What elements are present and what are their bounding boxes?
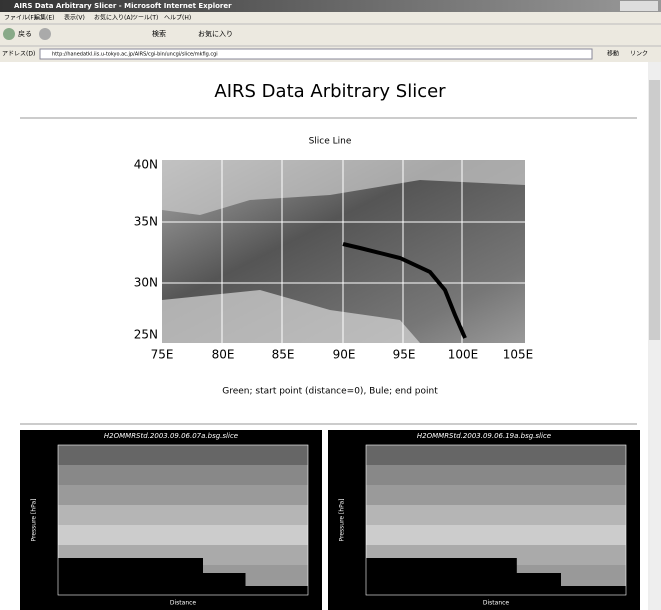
plot-band [58, 445, 308, 466]
lon-label: 100E [448, 348, 479, 362]
plots: H2OMMRStd.2003.09.06.07a.bsg.slice Pressu… [20, 430, 640, 610]
screen: AIRS Data Arbitrary Slicer - Microsoft I… [0, 0, 661, 610]
lon-label: 80E [212, 348, 235, 362]
map-caption: Green; start point (distance=0), Bule; e… [222, 387, 438, 397]
go-button[interactable]: 移動 [607, 50, 619, 58]
window-title: AIRS Data Arbitrary Slicer - Microsoft I… [14, 2, 232, 10]
plot-x-label: Distance [170, 600, 197, 607]
plot-y-label: Pressure [hPa] [339, 498, 346, 541]
menu-item[interactable]: 編集(E) [34, 14, 54, 22]
menu-item[interactable]: ファイル(F) [4, 15, 36, 22]
plot-band [366, 505, 626, 526]
menu-item[interactable]: ヘルプ(H) [164, 15, 191, 22]
lat-label: 35N [134, 215, 158, 229]
address-url[interactable]: http://hanedatkl.iis.u-tokyo.ac.jp/AIRS/… [52, 52, 218, 58]
links-button[interactable]: リンク [630, 51, 648, 58]
plot-band [366, 445, 626, 466]
plot-band [58, 505, 308, 526]
forward-icon[interactable] [39, 28, 51, 40]
window-buttons[interactable] [620, 1, 658, 11]
body: AIRS Data Arbitrary Slicer - Microsoft I… [0, 0, 661, 610]
lon-label: 90E [333, 348, 356, 362]
plot-band [366, 485, 626, 506]
menu-item[interactable]: お気に入り(A) [94, 14, 133, 22]
plot-band [366, 525, 626, 546]
address-label: アドレス(D) [2, 51, 35, 58]
plot-band [58, 525, 308, 546]
page-title: AIRS Data Arbitrary Slicer [214, 81, 446, 102]
lon-label: 95E [393, 348, 416, 362]
page: {"window": {"title": "AIRS Data Arbitrar… [0, 0, 661, 610]
lat-label: 40N [134, 158, 158, 172]
lon-label: 75E [151, 348, 174, 362]
plot-band [366, 465, 626, 486]
scroll-thumb[interactable] [649, 80, 660, 340]
map-title: Slice Line [309, 137, 352, 147]
menu-item[interactable]: ツール(T) [132, 15, 158, 22]
plot-x-label: Distance [483, 600, 510, 607]
back-button[interactable]: 戻る [18, 29, 32, 38]
menu-bar: ファイル(F)編集(E) 表示(V) お気に入り(A)ツール(T) ヘルプ(H) [4, 14, 191, 22]
plot-band [58, 465, 308, 486]
plot-title: H2OMMRStd.2003.09.06.19a.bsg.slice [417, 432, 551, 440]
search-button[interactable]: 検索 [152, 29, 166, 38]
lon-label: 105E [503, 348, 534, 362]
plot-title: H2OMMRStd.2003.09.06.07a.bsg.slice [104, 432, 238, 440]
menu-item[interactable]: 表示(V) [64, 14, 85, 22]
back-icon[interactable] [3, 28, 15, 40]
plot-band [58, 485, 308, 506]
lat-label: 30N [134, 276, 158, 290]
favorites-button[interactable]: お気に入り [198, 29, 233, 38]
lon-label: 85E [272, 348, 295, 362]
plot-y-label: Pressure [hPa] [31, 498, 38, 541]
lat-label: 25N [134, 328, 158, 342]
